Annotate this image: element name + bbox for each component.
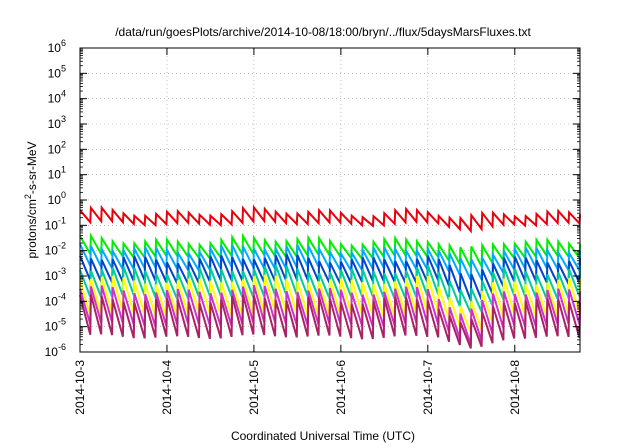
chart-title: /data/run/goesPlots/archive/2014-10-08/1… [115,25,531,39]
series-line [79,204,581,234]
y-tick-label: 10-4 [45,291,66,308]
x-tick-label: 2014-10-5 [247,360,261,415]
x-tick-labels: 2014-10-3 2014-10-4 2014-10-5 2014-10-6 2014… [73,360,522,415]
y-tick-labels: 10-6 10-5 10-4 10-3 10-2 10-1 100 101 102 103 104 1… [45,38,66,359]
x-tick-label: 2014-10-8 [508,360,522,415]
y-tick-label: 10-1 [45,215,66,232]
y-tick-label: 106 [48,38,66,55]
ticks [79,47,580,353]
y-tick-label: 103 [48,114,66,131]
y-tick-label: 10-3 [45,266,66,283]
y-tick-label: 100 [48,190,66,207]
y-tick-label: 10-6 [45,342,66,359]
y-tick-label: 10-2 [45,241,66,258]
series-group [79,204,581,349]
series-line [79,243,581,281]
y-axis-label: protons/cm2-s-sr-MeV [23,141,39,258]
y-tick-label: 101 [48,165,66,182]
series-line [79,294,581,349]
y-tick-label: 104 [48,89,66,106]
x-axis-label: Coordinated Universal Time (UTC) [231,429,415,443]
x-tick-label: 2014-10-7 [421,360,435,415]
y-tick-label: 105 [48,63,66,80]
x-tick-label: 2014-10-6 [334,360,348,415]
y-tick-label: 10-5 [45,317,66,334]
x-tick-label: 2014-10-4 [160,360,174,415]
x-tick-label: 2014-10-3 [73,360,87,415]
y-tick-label: 102 [48,139,66,156]
